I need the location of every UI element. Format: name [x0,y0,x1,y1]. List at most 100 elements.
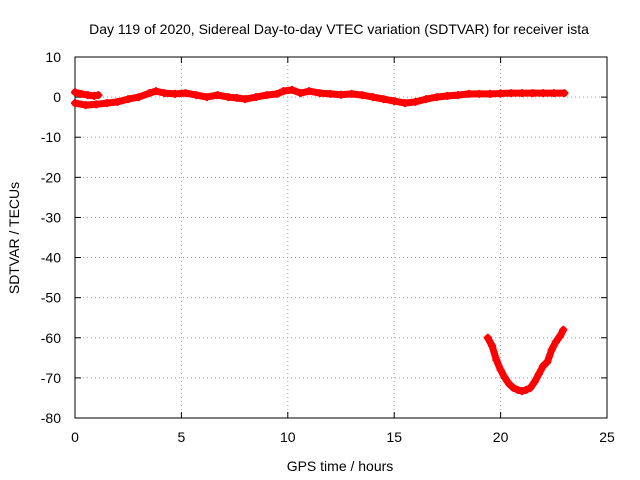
data-point [347,89,356,98]
data-point [517,89,526,98]
data-point [534,369,543,378]
data-point [77,89,86,98]
series [71,85,569,110]
y-tick-label: 10 [45,49,61,65]
data-point [192,91,201,100]
data-point [530,377,539,386]
data-point [505,379,514,388]
data-point [551,337,560,346]
y-tick-label: -10 [41,129,61,145]
data-point [273,89,282,98]
data-point [422,95,431,104]
y-tick-label: -30 [41,209,61,225]
series [483,325,568,396]
data-point [390,97,399,106]
data-point [279,87,288,96]
data-point [305,87,314,96]
data-point [102,99,111,108]
data-point [326,89,335,98]
data-point [124,95,133,104]
data-point [262,91,271,100]
x-tick-label: 0 [71,429,79,445]
data-point [522,385,531,394]
data-point [288,85,297,94]
data-point [151,87,160,96]
grid [75,57,607,418]
data-point [547,345,556,354]
data-point [513,385,522,394]
data-point [560,89,569,98]
data-point [224,93,233,102]
series-layer [71,85,569,396]
data-point [251,93,260,102]
data-point [181,89,190,98]
data-point [483,333,492,342]
y-tick-label: -60 [41,330,61,346]
data-point [500,373,509,382]
data-point [171,89,180,98]
data-point [202,93,211,102]
x-axis-label: GPS time / hours [287,458,394,474]
y-tick-labels: 10 0 -10 -20 -30 -40 -50 -60 -70 -80 [41,49,61,426]
data-point [526,383,535,392]
data-point [485,89,494,98]
data-point [509,383,518,392]
data-point [492,355,501,364]
data-point [543,357,552,366]
data-point [379,95,388,104]
data-point [507,89,516,98]
data-point [337,90,345,99]
x-tick-label: 25 [599,429,615,445]
y-tick-label: -50 [41,290,61,306]
data-point [454,91,463,100]
data-point [145,89,154,98]
series [71,88,103,100]
data-point [94,91,103,100]
data-point [71,99,79,108]
data-point [517,387,526,396]
x-tick-labels: 0 5 10 15 20 25 [71,429,615,445]
data-point [134,93,143,102]
data-point [241,95,250,104]
axis-ticks [74,56,608,419]
plot-frame [74,56,608,419]
data-point [71,88,79,97]
chart-title: Day 119 of 2020, Sidereal Day-to-day VTE… [89,21,589,37]
x-tick-label: 15 [386,429,402,445]
y-tick-label: 0 [53,89,61,105]
data-point [160,89,169,98]
x-tick-label: 5 [178,429,186,445]
x-tick-label: 10 [280,429,296,445]
y-tick-label: -70 [41,370,61,386]
data-point [368,93,377,102]
data-point [400,99,409,108]
data-point [539,361,548,370]
data-point [358,91,367,100]
data-point [549,89,558,98]
data-point [528,89,537,98]
data-point [213,91,222,100]
data-point [539,89,548,98]
data-point [113,97,122,106]
data-point [443,91,452,100]
y-tick-label: -40 [41,250,61,266]
y-axis-label: SDTVAR / TECUs [6,182,22,294]
data-point [488,341,497,350]
data-point [81,101,90,110]
data-point [92,100,101,109]
data-point [464,89,473,98]
data-point [432,93,441,102]
data-point [496,89,505,98]
data-point [296,89,305,98]
data-point [411,97,420,106]
data-point [496,365,505,374]
data-point [232,93,241,102]
x-tick-label: 20 [493,429,509,445]
data-point [315,89,324,98]
y-tick-label: -20 [41,169,61,185]
data-point [556,331,565,340]
y-tick-label: -80 [41,410,61,426]
data-point [475,89,484,98]
data-point [559,325,568,334]
